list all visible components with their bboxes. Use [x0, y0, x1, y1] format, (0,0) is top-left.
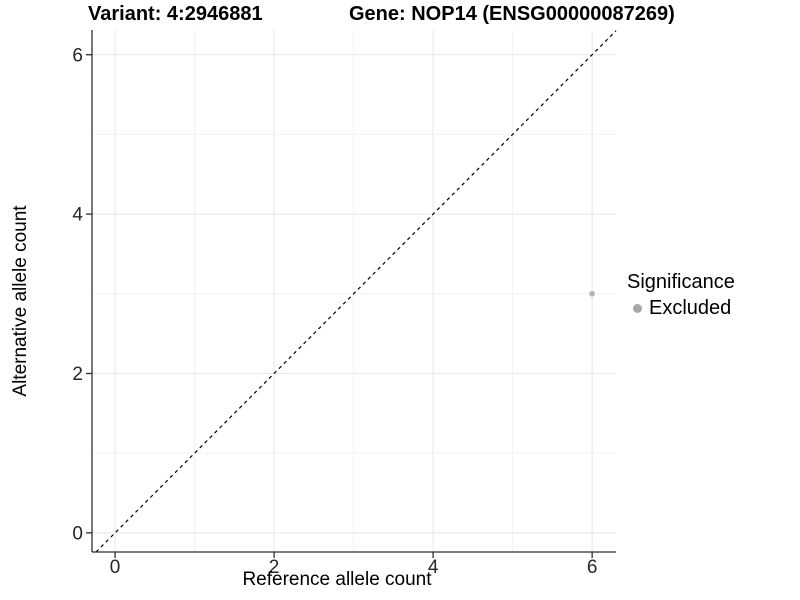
x-tick-label: 4 — [428, 557, 439, 578]
legend-title: Significance — [627, 271, 735, 293]
plot-title-gene: Gene: NOP14 (ENSG00000087269) — [349, 3, 675, 25]
x-tick-label: 2 — [269, 557, 280, 578]
y-axis-title: Alternative allele count — [10, 205, 31, 397]
legend: Significance Excluded — [627, 271, 735, 320]
identity-reference-line — [95, 30, 617, 553]
x-tick-label: 6 — [587, 557, 598, 578]
plot-title-variant: Variant: 4:2946881 — [88, 3, 263, 25]
legend-point-icon — [633, 304, 642, 313]
y-tick-label: 2 — [72, 364, 83, 385]
y-tick-label: 0 — [72, 524, 83, 545]
y-tick-label: 4 — [72, 205, 83, 226]
x-tick-label: 0 — [110, 557, 121, 578]
legend-item-excluded: Excluded — [627, 297, 735, 320]
data-point — [589, 290, 595, 297]
y-tick-label: 6 — [72, 45, 83, 66]
x-axis-title: Reference allele count — [242, 569, 432, 590]
legend-item-label: Excluded — [649, 297, 732, 319]
